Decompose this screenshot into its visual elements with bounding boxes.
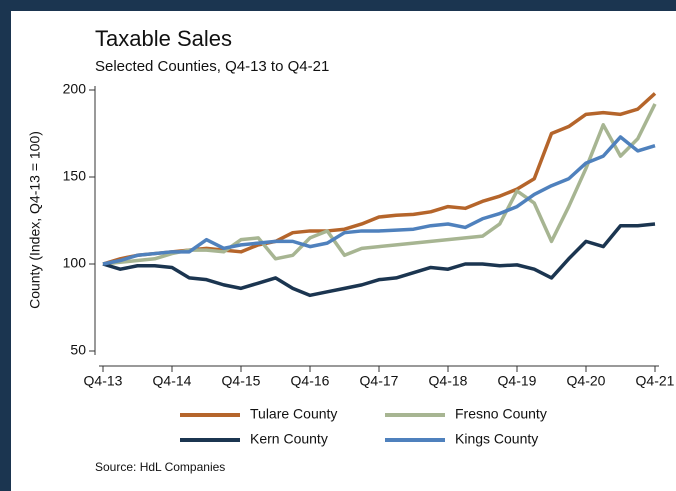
y-tick-label: 150 [63,168,87,184]
chart-subtitle: Selected Counties, Q4-13 to Q4-21 [95,58,329,75]
y-tick-label: 50 [70,342,86,358]
x-tick-label: Q4-19 [498,373,537,389]
chart-title: Taxable Sales [95,26,232,51]
legend-label: Kern County [250,431,328,447]
x-tick-label: Q4-20 [567,373,606,389]
y-tick-label: 100 [63,255,87,271]
x-tick-label: Q4-18 [429,373,468,389]
series-line [102,92,657,266]
x-tick-label: Q4-14 [153,373,192,389]
legend-label: Tulare County [250,406,337,422]
x-tick-label: Q4-21 [636,373,675,389]
x-tick-label: Q4-17 [360,373,399,389]
legend-label: Fresno County [455,406,547,422]
series-line [102,135,656,266]
series-line [102,222,656,298]
x-tick-label: Q4-15 [222,373,261,389]
series-line [102,103,657,266]
y-tick-label: 200 [63,81,87,97]
y-axis-label: County (Index, Q4-13 = 100) [27,131,43,309]
frame-left [0,0,11,491]
frame-top [0,0,676,11]
x-tick-label: Q4-13 [84,373,123,389]
x-tick-label: Q4-16 [291,373,330,389]
legend-label: Kings County [455,431,538,447]
source: Source: HdL Companies [95,460,225,474]
